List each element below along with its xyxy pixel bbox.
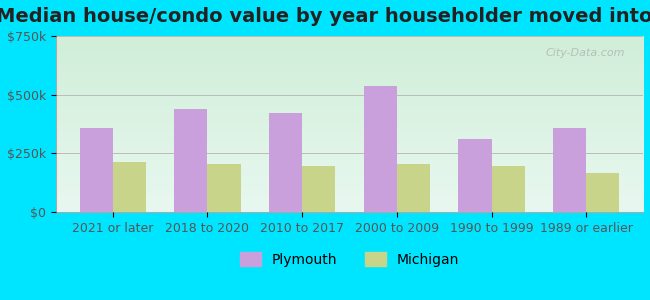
Bar <box>458 139 491 212</box>
Bar <box>79 128 112 212</box>
Bar <box>174 109 207 212</box>
Bar <box>207 164 240 212</box>
Bar <box>397 164 430 212</box>
Bar <box>364 86 397 212</box>
Bar <box>553 128 586 212</box>
Bar <box>112 162 146 212</box>
Bar <box>586 173 619 212</box>
Title: Median house/condo value by year householder moved into unit: Median house/condo value by year househo… <box>0 7 650 26</box>
Bar <box>302 167 335 212</box>
Legend: Plymouth, Michigan: Plymouth, Michigan <box>234 246 465 272</box>
Bar <box>491 167 525 212</box>
Bar <box>269 113 302 212</box>
Text: City-Data.com: City-Data.com <box>546 48 625 58</box>
